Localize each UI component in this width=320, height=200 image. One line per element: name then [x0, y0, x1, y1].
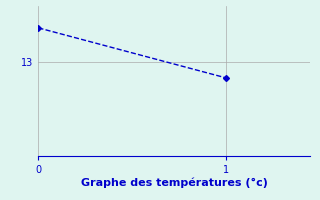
X-axis label: Graphe des températures (°c): Graphe des températures (°c) — [81, 178, 268, 188]
